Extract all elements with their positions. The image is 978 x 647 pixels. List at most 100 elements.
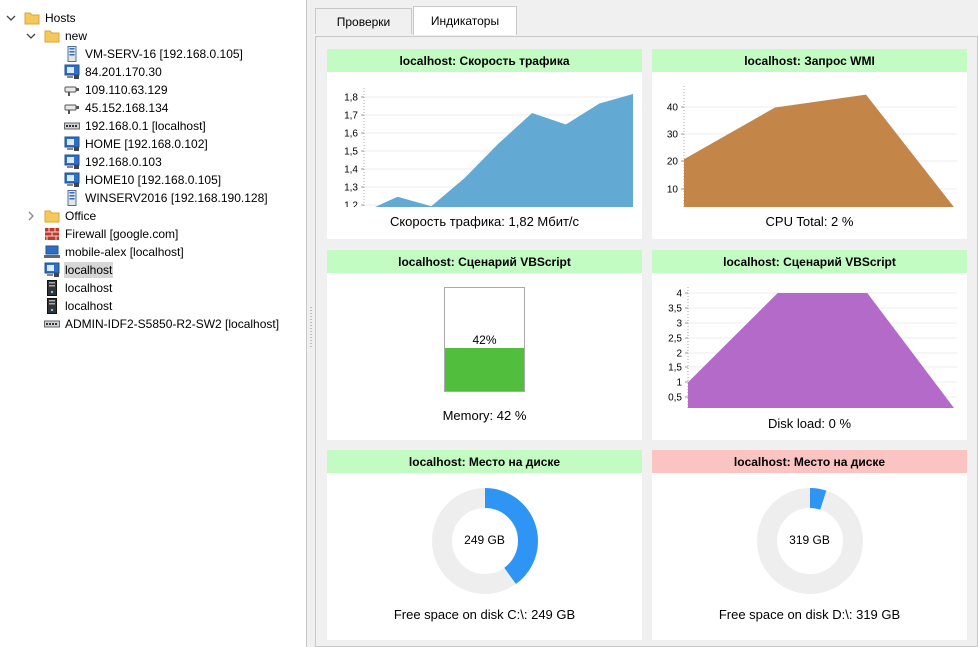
tree-item-label: localhost [64, 262, 114, 278]
area-series [684, 94, 954, 207]
server-icon [64, 190, 80, 206]
card-caption: Free space on disk D:\: 319 GB [718, 607, 901, 622]
y-tick-label: 2 [676, 349, 682, 360]
laptop-icon [44, 244, 60, 260]
tree-item-host[interactable]: localhost [44, 297, 113, 315]
y-tick-label: 4 [676, 289, 682, 300]
y-tick-label: 3 [676, 319, 682, 330]
tree-item-office[interactable]: Office [44, 207, 97, 225]
collapse-chevron-icon[interactable] [25, 27, 37, 45]
tree-item-host[interactable]: localhost [44, 279, 113, 297]
card-title: localhost: Запрос WMI [652, 49, 967, 72]
expand-chevron-icon[interactable] [25, 207, 37, 225]
y-tick-label: 1 [676, 378, 682, 389]
indicators-panel: localhost: Скорость трафика 1,8 1,7 1,6 1,5… [315, 36, 978, 647]
workstation-icon [64, 172, 80, 188]
donut-arc [757, 488, 863, 594]
y-tick-label: 1,4 [344, 165, 358, 176]
splitter[interactable] [307, 0, 315, 647]
card-title: localhost: Скорость трафика [327, 49, 642, 72]
tree-item-hosts[interactable]: Hosts [24, 9, 77, 27]
switch-icon [64, 118, 80, 134]
tree-item-host[interactable]: mobile-alex [localhost] [44, 243, 185, 261]
tree-item-label: localhost [65, 281, 113, 295]
tree-item-host[interactable]: 45.152.168.134 [64, 99, 169, 117]
disk-d-card[interactable]: localhost: Место на диске 319 GB Free sp… [652, 450, 967, 640]
card-caption: CPU Total: 2 % [765, 214, 854, 229]
tree-item-host[interactable]: HOME [192.168.0.102] [64, 135, 209, 153]
workstation-icon [44, 262, 60, 278]
host-tree[interactable]: Hosts new VM-SERV-16 [192.168.0.105] 84.2… [0, 0, 307, 647]
tree-item-label: ADMIN-IDF2-S5850-R2-SW2 [localhost] [65, 317, 280, 331]
tree-item-host[interactable]: Firewall [google.com] [44, 225, 179, 243]
tree-item-new[interactable]: new [44, 27, 88, 45]
tree-item-label: HOME [192.168.0.102] [85, 137, 208, 151]
card-caption: Скорость трафика: 1,82 Мбит/с [389, 214, 580, 229]
tree-item-label: WINSERV2016 [192.168.190.128] [85, 191, 268, 205]
disk-load-card[interactable]: localhost: Сценарий VBScript 4 3,5 3 2,5 2 1,… [652, 250, 967, 440]
card-caption: Memory: 42 % [442, 408, 527, 423]
tree-item-label: 45.152.168.134 [85, 101, 169, 115]
workstation-icon [64, 64, 80, 80]
folder-icon [44, 208, 60, 224]
tree-item-host[interactable]: 109.110.63.129 [64, 81, 169, 99]
card-title: localhost: Сценарий VBScript [327, 250, 642, 273]
tree-item-label: 109.110.63.129 [85, 83, 168, 97]
tree-item-host[interactable]: localhost [44, 261, 114, 279]
tower-icon [44, 298, 60, 314]
camera-icon [64, 100, 80, 116]
disk-load-chart: 4 3,5 3 2,5 2 1,5 1 0,5 0 [668, 287, 957, 409]
tree-item-label: 192.168.0.1 [localhost] [85, 119, 206, 133]
y-tick-label: 0 [676, 408, 682, 409]
switch-icon [44, 316, 60, 332]
disk-c-card[interactable]: localhost: Место на диске 249 GB Free sp… [327, 450, 642, 640]
y-tick-label: 2,5 [668, 334, 682, 345]
disk-d-center-value: 319 GB [789, 533, 830, 547]
memory-gauge: 42% [444, 287, 525, 392]
card-caption: Disk load: 0 % [767, 416, 852, 431]
workstation-icon [64, 154, 80, 170]
donut-arc [432, 488, 538, 594]
memory-gauge-fill [445, 347, 524, 391]
tree-item-label: VM-SERV-16 [192.168.0.105] [85, 47, 243, 61]
y-tick-label: 10 [667, 185, 679, 196]
disk-c-center-value: 249 GB [464, 533, 505, 547]
y-tick-label: 1,3 [344, 183, 358, 194]
tree-item-host[interactable]: 192.168.0.1 [localhost] [64, 117, 207, 135]
tree-item-label: localhost [65, 299, 113, 313]
card-title: localhost: Место на диске [327, 450, 642, 473]
folder-icon [24, 10, 40, 26]
tree-item-host[interactable]: 192.168.0.103 [64, 153, 163, 171]
card-title: localhost: Место на диске [652, 450, 967, 473]
y-tick-label: 1,6 [344, 129, 358, 140]
area-series [688, 293, 954, 408]
tree-item-host[interactable]: 84.201.170.30 [64, 63, 163, 81]
tree-item-label: 84.201.170.30 [85, 65, 162, 79]
y-tick-label: 40 [667, 103, 679, 114]
tree-item-host[interactable]: HOME10 [192.168.0.105] [64, 171, 222, 189]
disk-c-donut [432, 488, 538, 594]
collapse-chevron-icon[interactable] [5, 9, 17, 27]
y-tick-label: 1,5 [344, 147, 358, 158]
y-tick-label: 0,5 [668, 393, 682, 404]
traffic-card[interactable]: localhost: Скорость трафика 1,8 1,7 1,6 1,5… [327, 49, 642, 239]
card-title: localhost: Сценарий VBScript [652, 250, 967, 273]
tab-checks[interactable]: Проверки [315, 8, 412, 34]
tree-item-host[interactable]: WINSERV2016 [192.168.190.128] [64, 189, 269, 207]
folder-icon [44, 28, 60, 44]
y-tick-label: 1,2 [344, 201, 358, 208]
firewall-icon [44, 226, 60, 242]
memory-card[interactable]: localhost: Сценарий VBScript 42% Memory:… [327, 250, 642, 440]
disk-d-donut [757, 488, 863, 594]
tree-item-host[interactable]: ADMIN-IDF2-S5850-R2-SW2 [localhost] [44, 315, 280, 333]
y-tick-label: 30 [667, 130, 679, 141]
tab-indicators[interactable]: Индикаторы [413, 6, 517, 35]
y-tick-label: 1,7 [344, 111, 358, 122]
tree-item-label: HOME10 [192.168.0.105] [85, 173, 222, 187]
camera-icon [64, 82, 80, 98]
splitter-grip[interactable] [310, 307, 312, 347]
y-tick-label: 1,5 [668, 363, 682, 374]
wmi-card[interactable]: localhost: Запрос WMI 40 30 20 10 CPU Total… [652, 49, 967, 239]
tree-item-host[interactable]: VM-SERV-16 [192.168.0.105] [64, 45, 244, 63]
server-icon [64, 46, 80, 62]
